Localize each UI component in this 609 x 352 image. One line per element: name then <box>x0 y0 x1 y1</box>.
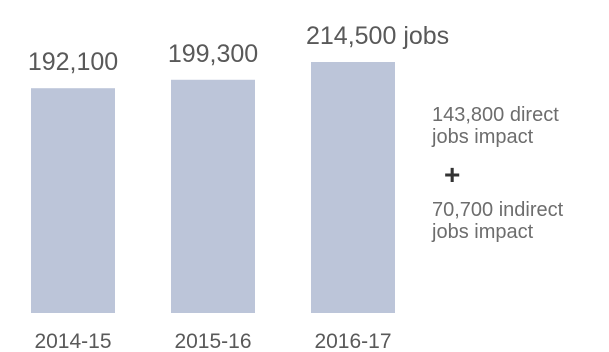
category-label-2014-15: 2014-15 <box>34 330 111 352</box>
value-label-2016-17: 214,500 jobs <box>306 22 449 50</box>
bar-2016-17 <box>311 62 395 313</box>
category-label-2015-16: 2015-16 <box>174 330 251 352</box>
indirect-jobs-note: 70,700 indirect jobs impact <box>432 199 564 243</box>
direct-jobs-note: 143,800 direct jobs impact <box>432 104 559 148</box>
category-label-2016-17: 2016-17 <box>314 330 391 352</box>
plus-icon: + <box>444 159 461 190</box>
value-label-2015-16: 199,300 <box>168 40 258 68</box>
bar-2014-15 <box>31 88 115 313</box>
bar-2015-16 <box>171 79 255 313</box>
jobs-breakdown: 143,800 direct jobs impact + 70,700 indi… <box>432 104 607 243</box>
value-label-2014-15: 192,100 <box>28 48 118 76</box>
